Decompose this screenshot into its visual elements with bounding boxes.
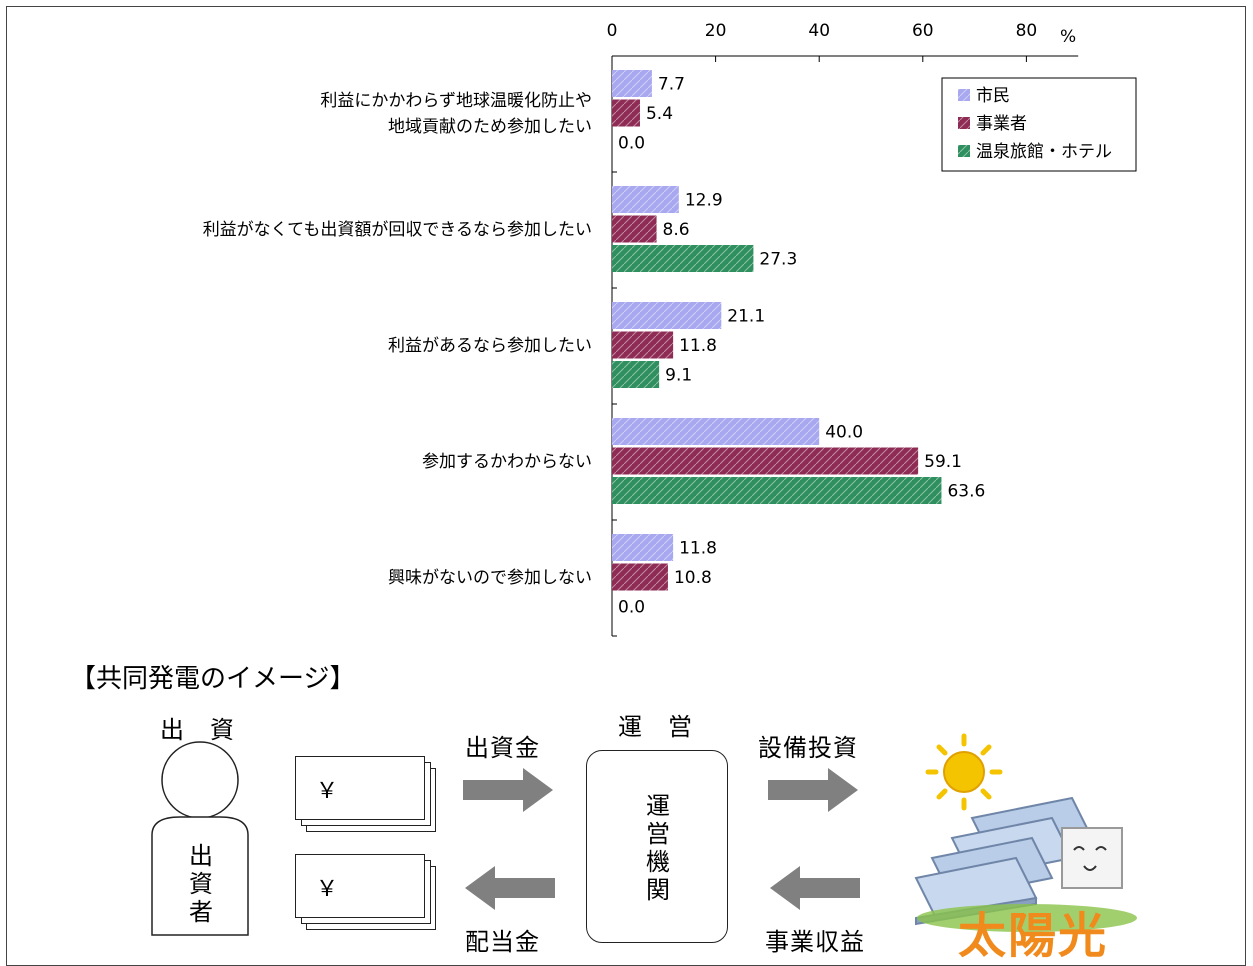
- category-label: 利益にかかわらず地球温暖化防止や: [320, 91, 592, 111]
- x-tick-label: 40: [808, 21, 830, 41]
- panels: [914, 796, 1094, 926]
- bar: [612, 215, 657, 243]
- arrow-right-icon: [768, 768, 858, 812]
- investor-person-icon: [151, 741, 249, 936]
- legend-swatch: [958, 89, 970, 101]
- arrow-left-icon: [465, 866, 555, 910]
- data-label: 10.8: [674, 568, 712, 588]
- solar-panel-illustration: [914, 733, 1137, 932]
- x-tick-label: 60: [912, 21, 934, 41]
- inverter-box-icon: [1061, 827, 1123, 889]
- arrow-right-icon: [463, 768, 553, 812]
- investor-label: 出資者: [189, 842, 213, 926]
- operator-box: [586, 750, 728, 943]
- legend-swatch: [958, 117, 970, 129]
- bar: [612, 186, 679, 213]
- flow-revenue-label: 事業収益: [765, 928, 865, 956]
- note-front: ￥: [295, 854, 425, 918]
- solar-label: 太陽光: [958, 908, 1109, 964]
- investor-heading: 出 資: [160, 716, 235, 744]
- legend-label: 温泉旅館・ホテル: [976, 142, 1112, 162]
- data-label: 8.6: [663, 220, 690, 240]
- bar: [612, 534, 674, 561]
- data-label: 0.0: [618, 134, 645, 154]
- bar: [612, 245, 754, 272]
- x-axis-unit: %: [1060, 27, 1076, 47]
- yen-symbol: ￥: [316, 779, 339, 804]
- category-label: 興味がないので参加しない: [388, 568, 592, 588]
- data-label: 63.6: [947, 482, 985, 502]
- category-label: 利益があるなら参加したい: [388, 336, 592, 356]
- category-label: 利益がなくても出資額が回収できるなら参加したい: [203, 220, 592, 240]
- note-front: ￥: [295, 756, 425, 820]
- bar: [612, 70, 652, 97]
- bar: [612, 302, 722, 329]
- bar: [612, 361, 660, 388]
- data-label: 40.0: [825, 423, 863, 443]
- operation-heading: 運 営: [618, 713, 693, 741]
- operator-label: 運営機関: [646, 792, 670, 904]
- legend-swatch: [958, 145, 970, 157]
- legend-label: 市民: [976, 86, 1010, 106]
- data-label: 59.1: [924, 452, 962, 472]
- data-label: 12.9: [685, 191, 723, 211]
- sun-icon: [925, 733, 1003, 811]
- bar: [612, 563, 668, 591]
- data-label: 9.1: [665, 366, 692, 386]
- category-label: 地域貢献のため参加したい: [388, 117, 592, 137]
- x-tick-label: 0: [607, 21, 618, 41]
- bar: [612, 331, 674, 359]
- data-label: 5.4: [646, 104, 673, 124]
- x-tick-label: 80: [1016, 21, 1038, 41]
- data-label: 11.8: [679, 336, 717, 356]
- flow-dividend-label: 配当金: [465, 928, 540, 956]
- flow-equipment-label: 設備投資: [758, 734, 858, 762]
- arrow-left-icon: [770, 866, 860, 910]
- data-label: 7.7: [658, 75, 685, 95]
- x-tick-label: 20: [705, 21, 727, 41]
- data-label: 11.8: [679, 539, 717, 559]
- section-title: 【共同発電のイメージ】: [70, 664, 356, 694]
- data-label: 27.3: [759, 250, 797, 270]
- bar: [612, 99, 640, 127]
- data-label: 0.0: [618, 598, 645, 618]
- category-label: 参加するかわからない: [422, 452, 592, 472]
- legend-box: [941, 77, 1137, 172]
- bar: [612, 418, 820, 445]
- legend-label: 事業者: [976, 114, 1027, 134]
- bar: [612, 447, 919, 475]
- yen-symbol: ￥: [316, 877, 339, 902]
- flow-investment-label: 出資金: [465, 734, 540, 762]
- data-label: 21.1: [727, 307, 765, 327]
- bar: [612, 477, 942, 504]
